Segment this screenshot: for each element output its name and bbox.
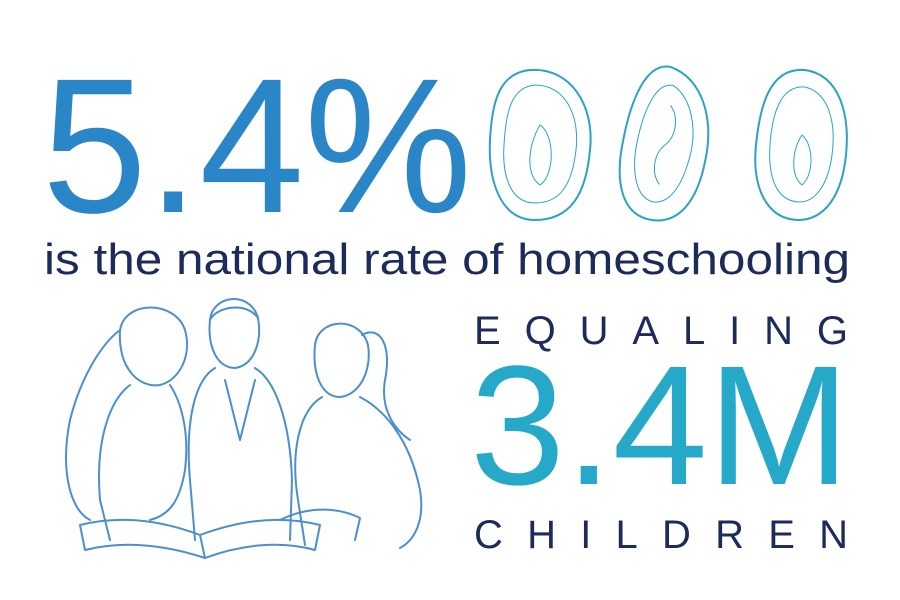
- oyster: [488, 68, 592, 222]
- oyster: [754, 68, 848, 222]
- oyster: [618, 65, 710, 222]
- headline-stat: 5.4%: [42, 38, 472, 253]
- oyster-illustrations: [488, 65, 848, 222]
- headline-caption: is the national rate of homeschooling: [44, 235, 850, 284]
- secondary-stat: 3.4M: [470, 331, 850, 521]
- reading-people-sketch: [65, 298, 423, 559]
